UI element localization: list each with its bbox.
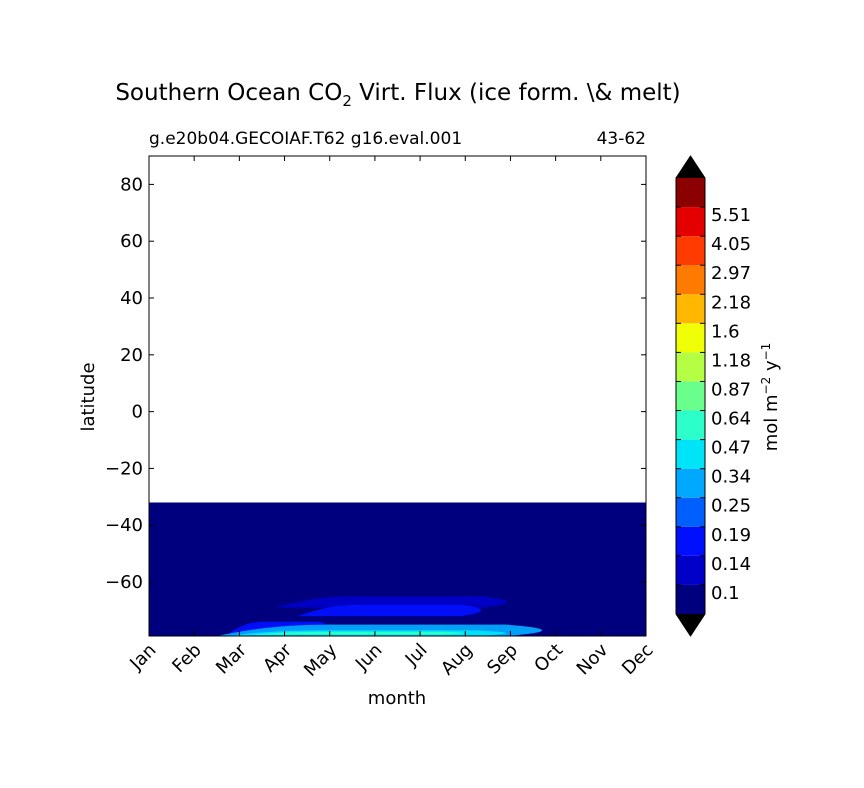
plot-frame (148, 155, 647, 637)
colorbar-tick-label: 0.47 (711, 438, 751, 459)
colorbar-outline (675, 155, 706, 637)
y-axis: 80 60 40 20 0 −20 −40 −60 (105, 174, 646, 593)
colorbar-segment (676, 352, 705, 382)
x-tick-label: Oct (530, 640, 567, 677)
colorbar-tick-label: 0.25 (711, 496, 751, 517)
x-tick-label: Feb (168, 640, 205, 677)
x-tick-label: Sep (483, 640, 522, 679)
colorbar-tick-label: 1.6 (711, 321, 740, 342)
colorbar-segment (676, 178, 705, 208)
y-tick-label: −40 (105, 515, 143, 536)
plot-area (149, 502, 646, 636)
x-tick-label: Mar (212, 639, 251, 678)
colorbar-tick-label: 0.64 (711, 409, 751, 430)
colorbar-segment (676, 294, 705, 324)
y-tick-label: 20 (120, 345, 143, 366)
colorbar-tick-label: 1.18 (711, 350, 751, 371)
y-tick-label: 0 (132, 402, 143, 423)
colorbar-segment (676, 439, 705, 469)
colorbar-label: mol m−2 y−1 (759, 343, 782, 452)
colorbar-tick-label: 0.34 (711, 467, 751, 488)
chart-title: Southern Ocean CO2 Virt. Flux (ice form.… (115, 80, 680, 110)
y-tick-label: −20 (105, 458, 143, 479)
y-tick-label: 80 (120, 174, 143, 195)
subtitle-left: g.e20b04.GECOIAF.T62 g16.eval.001 (149, 129, 462, 149)
colorbar-extend-high (676, 156, 705, 178)
colorbar-segment (676, 410, 705, 440)
x-tick-label: Aug (437, 640, 477, 680)
flux-band-band3 (298, 604, 482, 617)
x-tick-label: Dec (618, 640, 657, 679)
colorbar-segment (676, 381, 705, 411)
colorbar: 0.1 0.14 0.19 0.25 0.34 0.47 0.64 0.87 1.18 1.6 2.… (675, 155, 751, 637)
colorbar-tick-label: 0.19 (711, 525, 751, 546)
x-axis-label: month (368, 688, 426, 709)
colorbar-segment (676, 584, 705, 614)
flux-band-band6 (252, 631, 465, 635)
y-axis-label: latitude (78, 362, 99, 431)
colorbar-tick-label: 0.87 (711, 379, 751, 400)
colorbar-segment (676, 497, 705, 527)
colorbar-segment (676, 555, 705, 585)
x-tick-label: Apr (259, 639, 296, 676)
y-tick-label: 60 (120, 231, 143, 252)
x-tick-label: Nov (573, 639, 613, 679)
colorbar-tick-label: 5.51 (711, 205, 751, 226)
colorbar-segment (676, 323, 705, 353)
y-tick-label: 40 (120, 288, 143, 309)
colorbar-extend-low (676, 614, 705, 636)
colorbar-segment (676, 265, 705, 295)
x-tick-label: Jun (351, 640, 386, 675)
colorbar-segment (676, 236, 705, 266)
x-tick-label: May (300, 639, 341, 680)
y-tick-label: −60 (105, 572, 143, 593)
subtitle-right: 43-62 (597, 129, 646, 149)
colorbar-segment (676, 526, 705, 556)
colorbar-tick-label: 2.97 (711, 263, 751, 284)
colorbar-tick-label: 0.1 (711, 583, 740, 604)
colorbar-tick-label: 4.05 (711, 234, 751, 255)
x-axis: Jan Feb Mar Apr May Jun Jul Aug Sep Oct Nov Dec (125, 156, 658, 681)
colorbar-segment (676, 207, 705, 237)
colorbar-tick-label: 0.14 (711, 554, 751, 575)
colorbar-segment (676, 468, 705, 498)
colorbar-tick-label: 2.18 (711, 292, 751, 313)
x-tick-label: Jan (125, 640, 160, 675)
x-tick-label: Jul (401, 640, 432, 671)
